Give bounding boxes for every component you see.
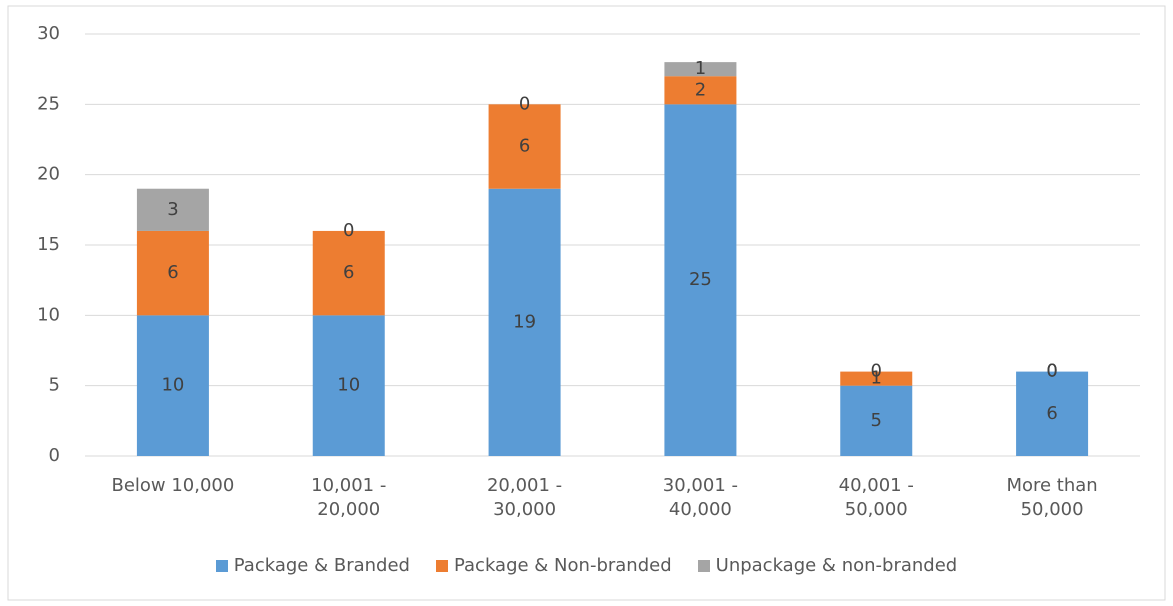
bar-segment: [488, 188, 561, 456]
data-label: 10: [161, 375, 184, 396]
data-label: 6: [519, 136, 530, 157]
legend-item: Unpackage & non-branded: [697, 555, 958, 576]
data-label: 6: [1046, 403, 1057, 424]
bar-segment: [136, 230, 209, 316]
bar-segment: [664, 62, 737, 77]
x-tick-label: 20,001 - 30,000: [486, 475, 563, 520]
bar-segment: [312, 315, 385, 456]
x-tick-label: 30,001 - 40,000: [662, 475, 738, 520]
y-tick-label: 20: [37, 164, 60, 185]
bar-segment: [312, 230, 385, 316]
y-tick-label: 10: [37, 304, 60, 325]
bar-segment: [136, 315, 209, 456]
y-tick-label: 25: [37, 93, 60, 114]
data-label: 5: [871, 410, 882, 431]
bar-segment: [840, 371, 913, 386]
y-tick-label: 0: [49, 445, 60, 466]
y-tick-label: 15: [37, 234, 60, 255]
bar-segment: [136, 188, 209, 231]
chart-border: [7, 5, 1166, 601]
y-tick-label: 30: [37, 23, 60, 44]
legend-swatch: [697, 559, 710, 572]
data-label: 0: [519, 93, 530, 114]
x-tick-label: 40,001 - 50,000: [838, 475, 914, 520]
bar-segment: [840, 385, 913, 456]
data-label: 3: [167, 199, 178, 220]
data-label: 25: [689, 269, 712, 290]
x-tick-label: Below 10,000: [111, 475, 235, 496]
data-label: 1: [871, 368, 882, 389]
legend-swatch: [215, 559, 228, 572]
legend-swatch: [435, 559, 448, 572]
legend-item: Package & Branded: [215, 555, 410, 576]
bar-segment: [664, 104, 737, 456]
data-label: 6: [343, 262, 354, 283]
legend-label: Package & Non-branded: [453, 555, 672, 576]
y-tick-label: 5: [49, 375, 60, 396]
bar-segment: [1016, 371, 1089, 456]
legend-label: Package & Branded: [233, 555, 410, 576]
data-label: 19: [513, 311, 536, 332]
data-label: 0: [1046, 361, 1057, 382]
data-label: 10: [337, 375, 360, 396]
legend: Package & Branded Package & Non-branded Un…: [0, 555, 1173, 576]
data-label: 2: [695, 79, 706, 100]
data-label: 0: [1046, 361, 1057, 382]
data-label: 1: [695, 58, 706, 79]
x-tick-label: 10,001 - 20,000: [311, 475, 387, 520]
x-tick-label: More than 50,000: [1006, 475, 1098, 520]
data-label: 0: [343, 220, 354, 241]
legend-item: Package & Non-branded: [435, 555, 672, 576]
data-label: 6: [167, 262, 178, 283]
legend-label: Unpackage & non-branded: [715, 555, 958, 576]
bar-segment: [488, 104, 561, 189]
data-label: 0: [871, 361, 882, 382]
bar-segment: [664, 76, 737, 105]
